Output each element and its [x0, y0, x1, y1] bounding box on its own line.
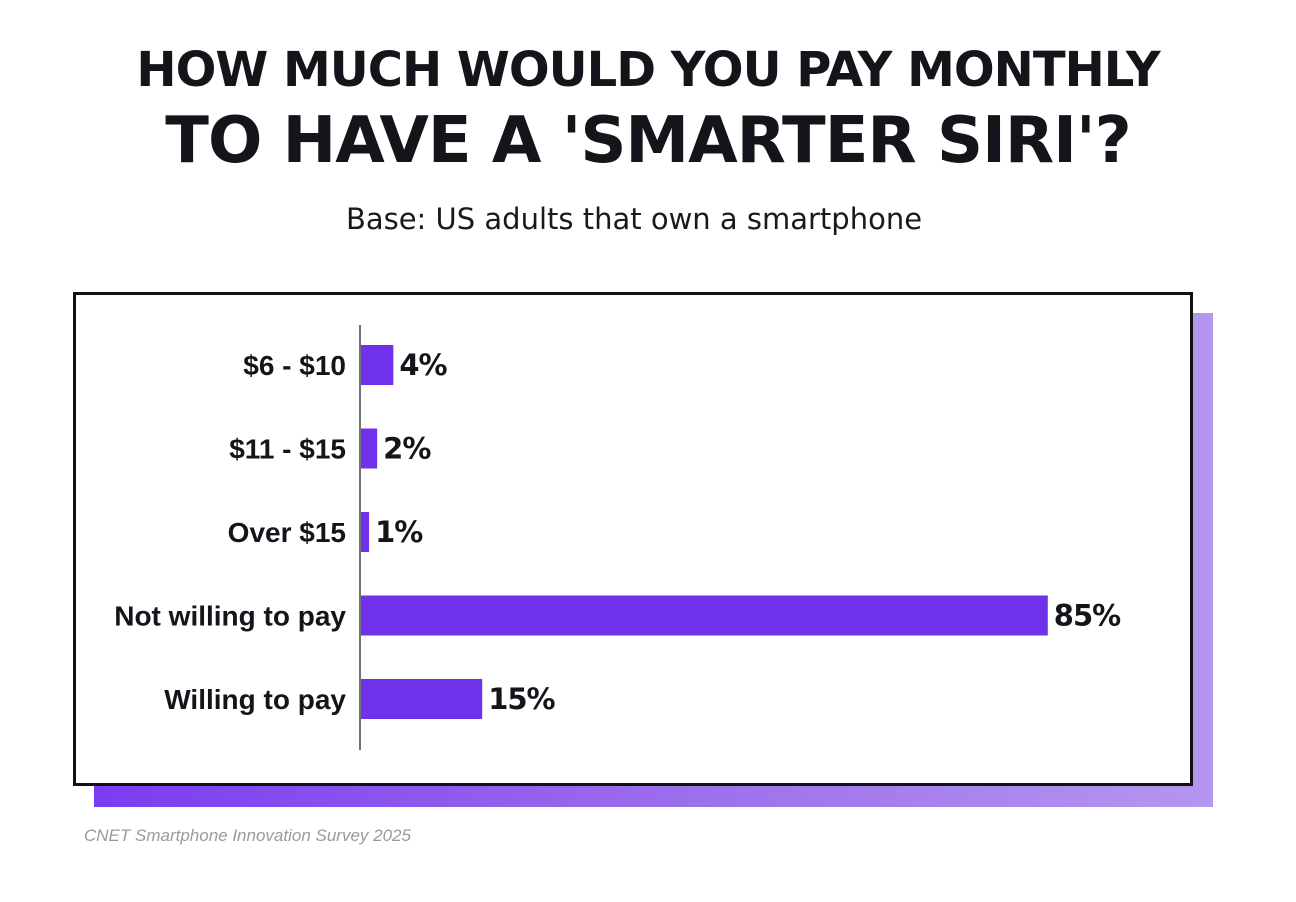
value-label: 4% [399, 348, 447, 382]
category-label: $6 - $10 [243, 350, 346, 381]
category-label: Not willing to pay [114, 601, 346, 632]
category-label: $11 - $15 [229, 434, 346, 465]
chart-frame: $6 - $10 4% $11 - $15 2% Over $15 1% Not willi… [73, 292, 1193, 786]
value-label: 2% [383, 432, 431, 466]
chart-title-line-1: HOW MUCH WOULD YOU PAY MONTHLY [136, 42, 1160, 98]
bar [361, 428, 378, 469]
source-note: CNET Smartphone Innovation Survey 2025 [84, 826, 411, 845]
bar [361, 679, 483, 719]
bar [361, 595, 1048, 636]
chart-title-line-2: TO HAVE A 'SMARTER SIRI'? [165, 104, 1131, 178]
bar [361, 345, 394, 385]
chart-subtitle: Base: US adults that own a smartphone [345, 202, 923, 236]
value-label: 85% [1054, 599, 1121, 633]
category-label: Over $15 [228, 517, 346, 548]
bar-chart: $6 - $10 4% $11 - $15 2% Over $15 1% Not willi… [114, 325, 1122, 750]
bar [361, 512, 370, 552]
value-label: 15% [488, 682, 555, 716]
value-label: 1% [375, 515, 423, 549]
category-label: Willing to pay [164, 684, 346, 715]
